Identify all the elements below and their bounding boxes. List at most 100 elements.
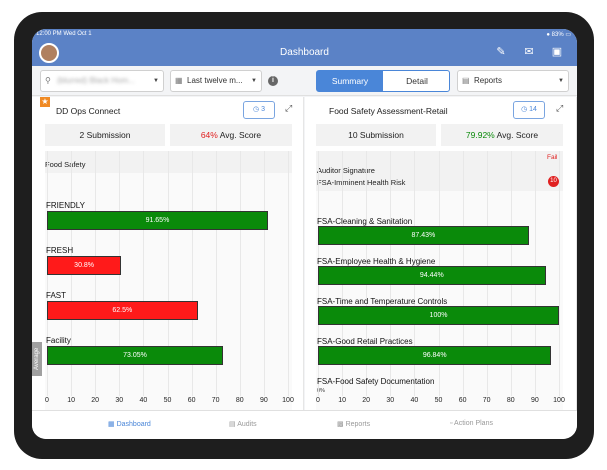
x-tick-label: 0	[45, 397, 49, 404]
x-tick-label: 20	[362, 397, 371, 404]
avg-score-value: 79.92%	[465, 130, 495, 140]
gridline	[288, 151, 289, 396]
chat-icon[interactable]: ✉	[524, 46, 534, 58]
gridline	[239, 151, 241, 396]
section-header: Food Safety	[45, 151, 292, 173]
bar[interactable]: 30.8%	[47, 256, 122, 275]
reports-icon: ▤	[462, 76, 470, 85]
fail-label: Fail	[547, 154, 558, 161]
x-tick-label: 80	[506, 397, 515, 404]
x-tick-label: 30	[115, 397, 124, 404]
notifications-icon[interactable]: ▣	[551, 46, 563, 58]
panel-title: Food Safety Assessment-Retail	[329, 106, 448, 116]
avg-score-value: 64%	[200, 130, 218, 140]
x-tick-label: 50	[163, 397, 172, 404]
bar[interactable]: 73.05%	[47, 346, 224, 365]
risk-header: Fail Auditor Signature FSA-Imminent Heal…	[316, 151, 563, 191]
nav-action-plans[interactable]: ▫ Action Plans	[450, 420, 493, 427]
bar-category-label: Facility	[46, 336, 71, 345]
filter-bar: ⚲ (blurred) Black Hom... ▼ ▦ Last twelve…	[32, 66, 577, 96]
nav-dashboard[interactable]: ▦ Dashboard	[108, 420, 151, 428]
bar-category-label: FSA-Food Safety Documentation	[317, 377, 435, 386]
nav-reports-label: Reports	[345, 421, 371, 428]
panel-title: DD Ops Connect	[56, 106, 121, 116]
x-tick-label: 60	[187, 397, 196, 404]
status-battery: ● 83% ▭	[546, 32, 571, 38]
gridline	[167, 151, 169, 396]
status-bar: 12:00 PM Wed Oct 1 ● 83% ▭	[32, 29, 577, 39]
location-value: (blurred) Black Hom...	[57, 76, 135, 85]
submissions-badge[interactable]: ◷ 3	[243, 101, 275, 119]
x-tick-label: 70	[211, 397, 220, 404]
badge-count: 14	[529, 106, 537, 113]
location-select[interactable]: ⚲ (blurred) Black Hom... ▼	[40, 70, 164, 92]
date-range-value: Last twelve m...	[187, 76, 243, 85]
bar[interactable]: 62.5%	[47, 301, 198, 320]
view-toggle: Summary Detail	[316, 70, 450, 92]
risk-count-badge: 10	[548, 176, 559, 187]
bar-category-label: FSA-Employee Health & Hygiene	[317, 257, 436, 266]
location-pin-icon: ⚲	[45, 76, 51, 85]
nav-audits[interactable]: ▤ Audits	[229, 420, 257, 428]
avg-score: 79.92% Avg. Score	[441, 124, 563, 146]
edit-list-icon[interactable]: ✎	[496, 46, 506, 58]
battery-level: 83%	[551, 32, 564, 38]
x-tick-label: 50	[434, 397, 443, 404]
chevron-down-icon: ▼	[251, 78, 257, 84]
app-screen: 12:00 PM Wed Oct 1 ● 83% ▭ Dashboard ✎ ✉…	[32, 29, 577, 439]
reports-select[interactable]: ▤ Reports ▼	[457, 70, 569, 92]
expand-icon[interactable]: ⤢	[556, 103, 564, 113]
avg-score-label: Avg. Score	[494, 130, 539, 140]
avatar[interactable]	[39, 43, 59, 63]
audits-icon: ▤	[229, 421, 236, 428]
reports-icon: ▩	[337, 421, 344, 428]
bar[interactable]: 100%	[318, 306, 559, 325]
right-panel: Food Safety Assessment-Retail ◷ 14 ⤢ 10 …	[305, 97, 577, 410]
status-time: 12:00 PM Wed Oct 1	[36, 31, 92, 37]
action-plans-icon: ▫	[450, 420, 453, 427]
bar-category-label: FSA-Good Retail Practices	[317, 337, 413, 346]
nav-reports[interactable]: ▩ Reports	[337, 420, 370, 428]
dashboard-icon: ▦	[108, 421, 115, 428]
x-tick-label: 40	[139, 397, 148, 404]
x-tick-label: 30	[386, 397, 395, 404]
gridline	[215, 151, 217, 396]
summary-tab[interactable]: Summary	[317, 71, 383, 91]
bar-category-label: FSA-Cleaning & Sanitation	[317, 217, 413, 226]
imminent-risk-label: FSA-Imminent Health Risk	[317, 178, 406, 187]
expand-icon[interactable]: ⤢	[285, 103, 293, 113]
chevron-down-icon: ▼	[153, 78, 159, 84]
truncated-value: 0%	[317, 388, 325, 394]
submission-count: 2 Submission	[45, 124, 165, 146]
avg-score: 64% Avg. Score	[170, 124, 292, 146]
info-icon[interactable]: i	[268, 76, 278, 86]
detail-tab[interactable]: Detail	[406, 76, 428, 86]
top-navbar: Dashboard ✎ ✉ ▣	[32, 39, 577, 66]
left-panel: ★ DD Ops Connect ◷ 3 ⤢ 2 Submission 64% …	[32, 97, 304, 410]
bar[interactable]: 87.43%	[318, 226, 529, 245]
x-tick-label: 80	[235, 397, 244, 404]
nav-dashboard-label: Dashboard	[116, 421, 151, 428]
x-tick-label: 10	[67, 397, 75, 404]
gridline	[191, 151, 193, 396]
auditor-signature: Auditor Signature	[317, 166, 375, 175]
bar[interactable]: 96.84%	[318, 346, 552, 365]
x-tick-label: 100	[553, 397, 565, 404]
bar-category-label: FRESH	[46, 246, 74, 255]
page-title: Dashboard	[280, 47, 329, 58]
bar[interactable]: 94.44%	[318, 266, 546, 285]
avg-score-label: Avg. Score	[217, 130, 262, 140]
bottom-navigation: ▦ Dashboard ▤ Audits ▩ Reports ▫ Action …	[32, 410, 577, 439]
x-tick-label: 100	[282, 397, 294, 404]
gridline	[559, 151, 560, 396]
x-tick-label: 70	[482, 397, 491, 404]
average-tab[interactable]: Average	[32, 342, 42, 376]
date-range-select[interactable]: ▦ Last twelve m... ▼	[170, 70, 262, 92]
bar-category-label: FSA-Time and Temperature Controls	[317, 297, 448, 306]
bar[interactable]: 91.65%	[47, 211, 268, 230]
x-tick-label: 0	[316, 397, 320, 404]
reports-value: Reports	[474, 76, 503, 85]
submissions-badge[interactable]: ◷ 14	[513, 101, 545, 119]
nav-action-plans-label: Action Plans	[454, 420, 493, 427]
submission-count: 10 Submission	[316, 124, 436, 146]
